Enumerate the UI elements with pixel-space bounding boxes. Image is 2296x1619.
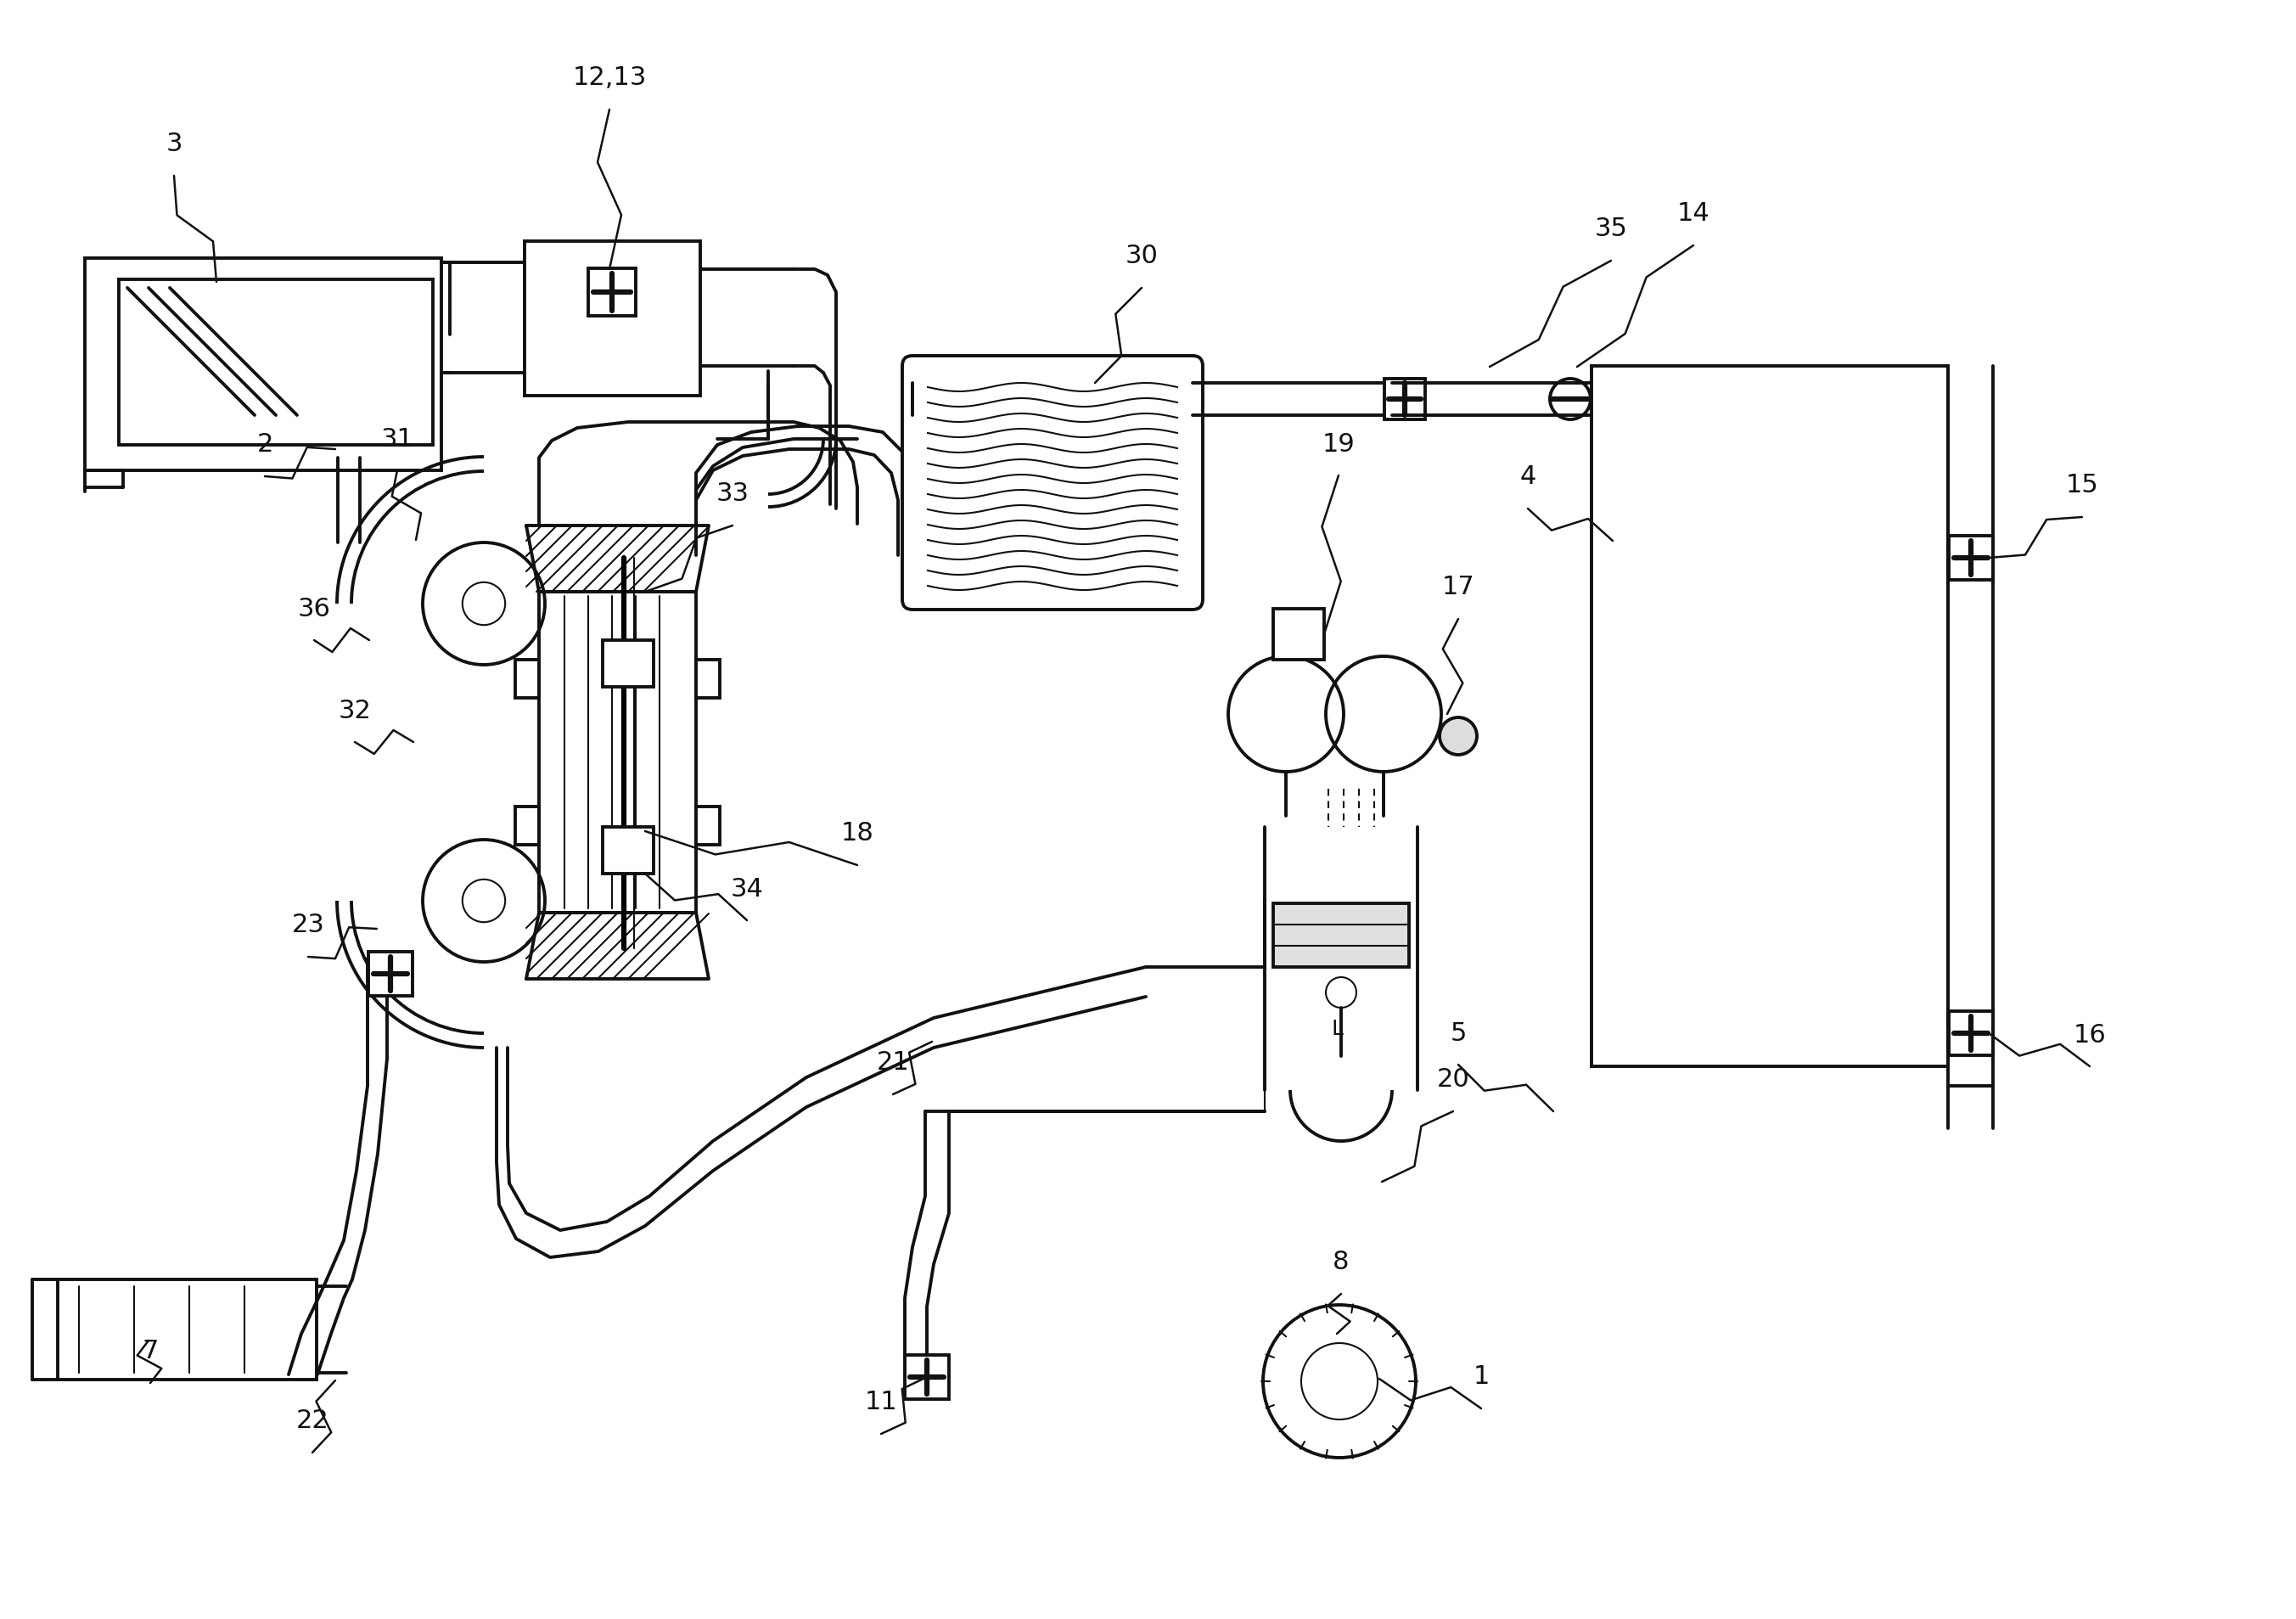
Bar bbox=[905, 1355, 948, 1399]
Bar bbox=[57, 1279, 317, 1379]
Text: 36: 36 bbox=[298, 596, 331, 620]
Bar bbox=[1949, 536, 1993, 580]
Bar bbox=[602, 827, 654, 874]
Bar bbox=[696, 806, 719, 845]
Text: 7: 7 bbox=[142, 1339, 158, 1363]
Bar bbox=[588, 269, 636, 316]
Text: 35: 35 bbox=[1593, 217, 1628, 241]
Text: 15: 15 bbox=[2066, 473, 2099, 497]
Bar bbox=[1274, 903, 1410, 967]
Bar bbox=[85, 259, 441, 471]
Text: 21: 21 bbox=[877, 1051, 909, 1075]
Text: L: L bbox=[1332, 1018, 1343, 1039]
Text: 2: 2 bbox=[257, 432, 273, 457]
Text: 31: 31 bbox=[381, 426, 413, 452]
Bar bbox=[514, 661, 540, 698]
Text: 33: 33 bbox=[716, 481, 748, 507]
Bar bbox=[1384, 379, 1426, 419]
Bar bbox=[1591, 366, 1947, 1067]
Circle shape bbox=[1440, 717, 1476, 754]
Text: 4: 4 bbox=[1520, 465, 1536, 489]
Text: 22: 22 bbox=[296, 1409, 328, 1433]
Bar bbox=[523, 241, 700, 397]
Text: 30: 30 bbox=[1125, 244, 1157, 269]
Text: 5: 5 bbox=[1451, 1020, 1467, 1044]
Bar bbox=[514, 806, 540, 845]
Text: 8: 8 bbox=[1332, 1250, 1350, 1274]
Bar bbox=[1274, 609, 1325, 661]
Text: 19: 19 bbox=[1322, 432, 1355, 457]
Bar bbox=[602, 641, 654, 688]
Text: 11: 11 bbox=[866, 1389, 898, 1413]
Bar bbox=[367, 952, 413, 996]
Bar bbox=[119, 280, 434, 445]
Text: 34: 34 bbox=[730, 876, 765, 900]
Bar bbox=[1949, 1012, 1993, 1056]
Text: 14: 14 bbox=[1676, 201, 1711, 227]
Text: 20: 20 bbox=[1437, 1067, 1469, 1091]
Bar bbox=[540, 593, 696, 913]
FancyBboxPatch shape bbox=[902, 356, 1203, 610]
Bar bbox=[696, 661, 719, 698]
Text: 3: 3 bbox=[165, 131, 181, 157]
Text: 12,13: 12,13 bbox=[572, 66, 647, 91]
Text: 18: 18 bbox=[840, 821, 875, 845]
Text: 16: 16 bbox=[2073, 1022, 2105, 1046]
Text: 23: 23 bbox=[292, 913, 324, 937]
Text: 17: 17 bbox=[1442, 575, 1474, 599]
Text: 32: 32 bbox=[338, 698, 372, 722]
Text: 1: 1 bbox=[1474, 1365, 1490, 1389]
